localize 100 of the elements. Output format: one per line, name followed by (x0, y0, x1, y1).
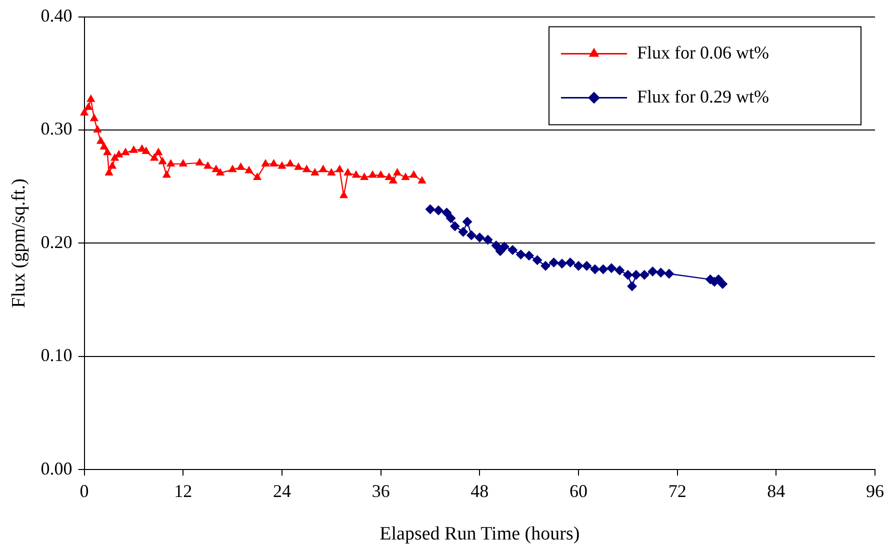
point (103, 148, 112, 156)
legend-label: Flux for 0.06 wt% (637, 42, 769, 63)
point (631, 270, 642, 280)
point (409, 170, 418, 178)
point (166, 158, 176, 166)
point (80, 108, 89, 116)
point (84, 102, 93, 110)
point (714, 274, 724, 284)
point (93, 125, 102, 132)
point (664, 268, 674, 279)
x-tick-label: 36 (372, 481, 390, 502)
point (516, 250, 526, 260)
point (474, 232, 485, 243)
point (162, 170, 171, 178)
point (466, 230, 476, 240)
point (339, 190, 348, 198)
point (352, 170, 360, 178)
x-tick-label: 48 (470, 481, 489, 502)
y-tick-label: 0.10 (40, 345, 72, 366)
x-tick-label: 60 (569, 481, 588, 502)
point (524, 250, 534, 261)
point (392, 168, 402, 176)
point (216, 168, 225, 176)
point (244, 166, 254, 174)
point (491, 240, 502, 250)
point (269, 158, 278, 166)
point (446, 213, 456, 224)
point (376, 170, 386, 178)
point (204, 161, 212, 169)
point (158, 156, 167, 164)
x-tick-label: 72 (668, 481, 686, 502)
point (286, 158, 295, 166)
point (557, 258, 568, 269)
point (388, 176, 398, 184)
y-axis-title: Flux (gpm/sq.ft.) (8, 178, 30, 308)
y-tick-label: 0.30 (40, 118, 72, 139)
point (335, 164, 344, 172)
point (482, 234, 493, 245)
point (104, 168, 114, 176)
point (442, 208, 452, 218)
point (121, 148, 130, 156)
point (627, 281, 638, 292)
point (96, 136, 106, 144)
point (114, 150, 124, 158)
point (622, 270, 633, 280)
x-tick-label: 0 (80, 481, 89, 502)
point (418, 176, 426, 184)
point (228, 164, 237, 172)
point (656, 268, 666, 278)
point (360, 172, 369, 180)
point (86, 94, 96, 102)
x-tick-label: 84 (767, 481, 786, 502)
point (150, 153, 159, 161)
point (598, 264, 608, 274)
point (110, 153, 120, 161)
point (384, 172, 394, 180)
point (565, 257, 576, 268)
point (278, 161, 286, 169)
point (129, 145, 138, 153)
point (606, 263, 616, 274)
point (401, 172, 410, 180)
x-tick-label: 96 (866, 481, 884, 502)
x-tick-label: 12 (174, 481, 192, 502)
point (540, 260, 551, 271)
point (294, 162, 303, 170)
point (462, 216, 472, 227)
point (142, 146, 150, 154)
point (368, 170, 377, 178)
point (90, 114, 99, 122)
point (582, 260, 592, 271)
point (344, 168, 352, 176)
point (195, 158, 204, 166)
y-tick-label: 0.40 (40, 6, 72, 26)
point (532, 255, 542, 266)
y-tick-label: 0.20 (40, 232, 72, 252)
point (639, 270, 650, 280)
point (450, 221, 460, 232)
point (154, 148, 163, 156)
point (327, 168, 336, 176)
point (318, 164, 328, 172)
point (458, 226, 468, 237)
point (108, 161, 117, 169)
point (236, 162, 246, 170)
point (590, 264, 600, 274)
point (425, 204, 436, 214)
point (508, 244, 518, 255)
point (302, 164, 312, 172)
point (252, 172, 262, 180)
x-tick-label: 24 (272, 481, 291, 502)
point (100, 142, 108, 150)
point (614, 265, 625, 276)
point (548, 257, 559, 268)
point (178, 158, 188, 166)
point (573, 260, 584, 271)
legend-label: Flux for 0.29 wt% (637, 86, 769, 107)
point (499, 242, 510, 252)
point (433, 205, 444, 216)
point (718, 278, 728, 289)
y-tick-label: 0.00 (40, 458, 72, 478)
x-axis-title: Elapsed Run Time (hours) (380, 524, 580, 545)
